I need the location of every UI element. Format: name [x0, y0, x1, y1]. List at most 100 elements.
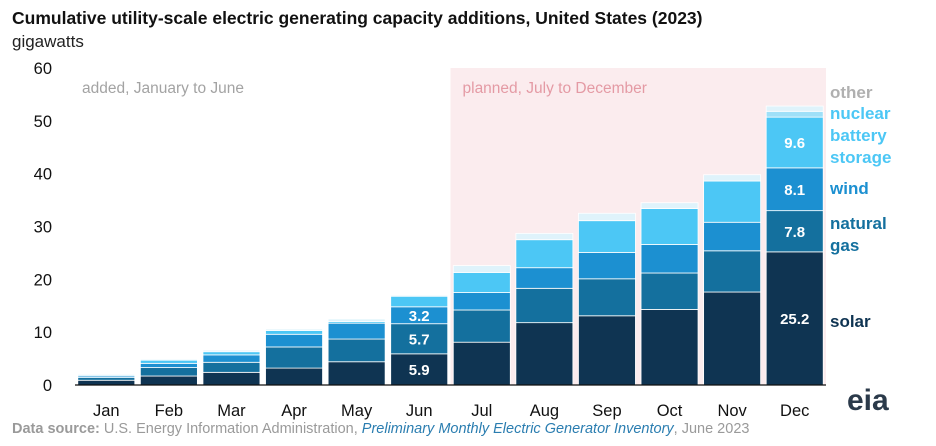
data-label: 5.9	[409, 362, 430, 379]
bar-segment-other-jan	[77, 373, 136, 376]
bar-segment-battery-storage-dec	[765, 116, 824, 169]
data-label: 8.1	[784, 182, 805, 199]
bar-segment-solar-mar	[202, 371, 261, 386]
eia-logo: eia	[847, 384, 889, 417]
bar-segment-other-sep	[578, 212, 636, 222]
y-tick-label: 30	[34, 219, 52, 237]
bar-segment-battery-storage-aug	[515, 239, 574, 269]
planned-period-label: planned, July to December	[463, 80, 647, 97]
bar-segment-solar-aug	[515, 322, 574, 386]
bar-segment-other-dec	[765, 105, 824, 112]
x-tick-label: Feb	[155, 402, 183, 420]
bar-segment-solar-apr	[265, 367, 323, 386]
bar-segment-battery-storage-apr	[265, 330, 323, 335]
data-label: 25.2	[780, 311, 809, 328]
source-label: Data source:	[12, 421, 100, 437]
x-tick-label: Oct	[657, 402, 683, 420]
x-tick-label: Nov	[717, 402, 747, 420]
bar-segment-battery-storage-oct	[640, 208, 699, 245]
legend-label-battery-storage: battery	[830, 126, 887, 145]
data-label: 7.8	[784, 224, 805, 241]
bar-segment-solar-sep	[578, 315, 636, 386]
x-tick-label: Mar	[217, 402, 246, 420]
data-label: 9.6	[784, 135, 805, 152]
bar-segment-other-aug	[515, 232, 574, 241]
y-tick-label: 20	[34, 271, 52, 289]
bar-segment-wind-feb	[139, 362, 198, 368]
x-tick-label: Dec	[780, 402, 809, 420]
bar-segment-wind-nov	[703, 221, 762, 252]
bar-segment-nuclear-dec	[765, 110, 824, 118]
x-tick-label: Apr	[281, 402, 307, 420]
bar-segment-natural-gas-oct	[640, 272, 699, 310]
bar-segment-solar-jul	[452, 341, 511, 386]
bar-segment-battery-storage-mar	[202, 351, 261, 356]
x-tick-label: Aug	[530, 402, 559, 420]
bar-segment-wind-mar	[202, 354, 261, 363]
bar-segment-other-feb	[139, 358, 198, 361]
x-tick-label: Jul	[471, 402, 492, 420]
x-tick-label: Jan	[93, 402, 120, 420]
bar-segment-solar-jun	[390, 353, 449, 386]
added-period-label: added, January to June	[82, 80, 244, 97]
legend-label-battery-storage: storage	[830, 148, 891, 167]
bar-segment-natural-gas-aug	[515, 287, 574, 324]
legend-label-solar: solar	[830, 312, 871, 331]
data-source-footer: Data source: U.S. Energy Information Adm…	[12, 421, 749, 437]
planned-region-shading	[450, 68, 826, 385]
bar-segment-wind-may	[327, 322, 386, 340]
bar-segment-solar-jan	[77, 379, 136, 386]
legend-label-natural-gas: natural	[830, 214, 887, 233]
bar-segment-natural-gas-apr	[265, 346, 323, 369]
chart-title: Cumulative utility-scale electric genera…	[12, 8, 703, 28]
bar-segment-solar-may	[327, 361, 386, 386]
bar-segment-natural-gas-dec	[765, 210, 824, 253]
bar-segment-other-nov	[703, 174, 762, 182]
legend-label-natural-gas: gas	[830, 236, 859, 255]
y-tick-label: 40	[34, 166, 52, 184]
y-tick-label: 0	[43, 377, 52, 395]
legend-label-nuclear: nuclear	[830, 104, 891, 123]
y-tick-label: 10	[34, 324, 52, 342]
bar-segment-battery-storage-nov	[703, 180, 762, 223]
bar-segment-natural-gas-jun	[390, 323, 449, 355]
bar-segment-natural-gas-jul	[452, 309, 511, 343]
y-tick-label: 60	[34, 60, 52, 78]
bar-segment-wind-aug	[515, 267, 574, 289]
data-label: 3.2	[409, 308, 430, 325]
bar-segment-battery-storage-jul	[452, 272, 511, 293]
bar-segment-other-oct	[640, 202, 699, 209]
bar-segment-wind-jul	[452, 292, 511, 311]
bar-segment-natural-gas-sep	[578, 278, 636, 317]
bar-segment-other-jun	[390, 294, 449, 297]
data-label: 5.7	[409, 331, 430, 348]
bar-segment-natural-gas-may	[327, 338, 386, 363]
bar-segment-other-apr	[265, 328, 323, 331]
x-tick-label: Jun	[406, 402, 433, 420]
legend-label-other: other	[830, 83, 873, 102]
bar-segment-solar-oct	[640, 309, 699, 386]
legend-label-wind: wind	[829, 179, 869, 198]
bar-segment-other-mar	[202, 349, 261, 353]
bar-segment-wind-dec	[765, 167, 824, 212]
source-text: U.S. Energy Information Administration,	[103, 421, 358, 437]
bar-segment-other-jul	[452, 265, 511, 273]
bar-segment-wind-sep	[578, 251, 636, 280]
bar-segment-solar-feb	[139, 375, 198, 386]
bar-segment-natural-gas-nov	[703, 250, 762, 293]
source-date: , June 2023	[673, 421, 750, 437]
x-tick-label: Sep	[592, 402, 621, 420]
report-title: Preliminary Monthly Electric Generator I…	[361, 421, 674, 437]
y-axis-units: gigawatts	[12, 32, 84, 51]
x-tick-label: May	[341, 402, 373, 420]
bar-segment-battery-storage-jun	[390, 295, 449, 308]
bar-segment-solar-nov	[703, 291, 762, 386]
bar-segment-wind-oct	[640, 244, 699, 274]
bar-segment-other-may	[327, 318, 386, 323]
bar-segment-natural-gas-mar	[202, 361, 261, 373]
y-tick-label: 50	[34, 113, 52, 131]
bar-segment-battery-storage-sep	[578, 220, 636, 253]
bar-segment-battery-storage-feb	[139, 359, 198, 364]
bar-segment-wind-apr	[265, 333, 323, 348]
